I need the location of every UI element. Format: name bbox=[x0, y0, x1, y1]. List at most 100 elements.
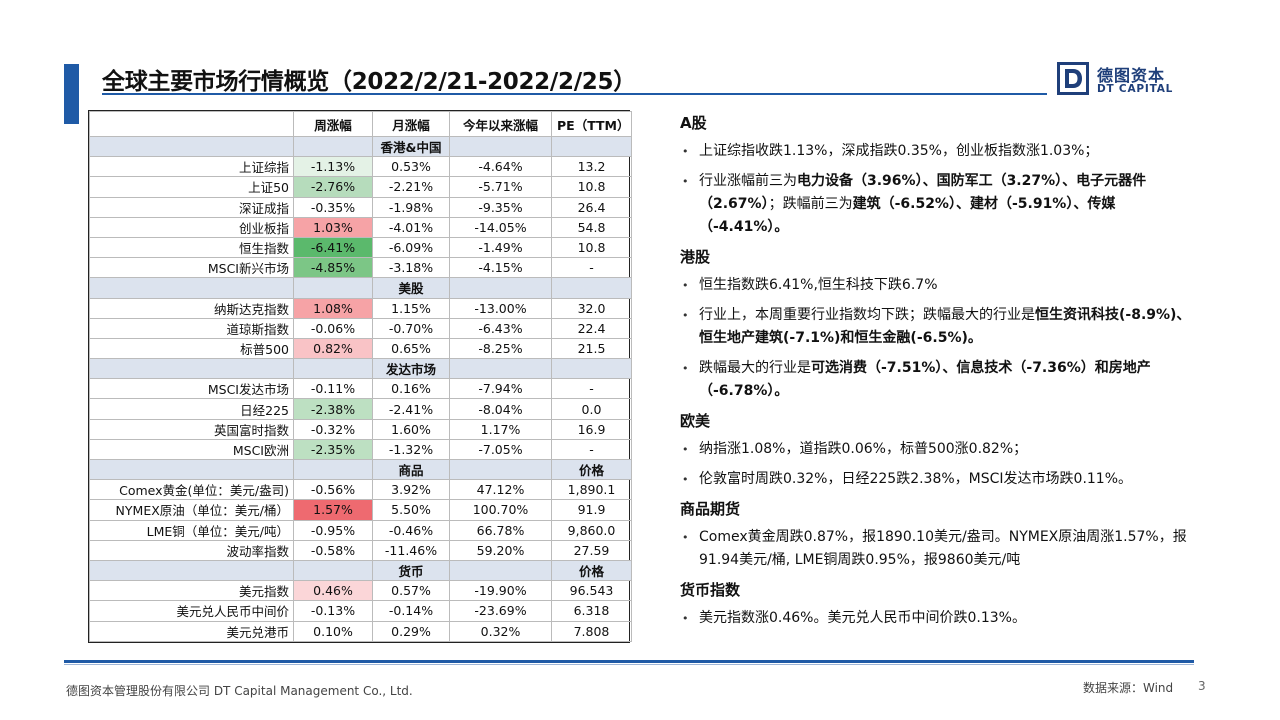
section-title: 货币 bbox=[372, 559, 450, 582]
row-pe-value: 54.8 bbox=[551, 216, 632, 238]
text-span: ；跌幅前三为 bbox=[768, 196, 853, 212]
section-heading-commodity: 商品期货 bbox=[680, 500, 741, 518]
table-section-row: 货币 价格 bbox=[89, 559, 632, 582]
section-blank-cell bbox=[293, 135, 373, 158]
section-blank-cell bbox=[293, 458, 373, 481]
row-week-change: -2.38% bbox=[293, 398, 373, 420]
row-week-change: 0.10% bbox=[293, 620, 373, 642]
table-header-row: 周涨幅 月涨幅 今年以来涨幅 PE（TTM） bbox=[89, 111, 632, 137]
row-week-change: -0.32% bbox=[293, 418, 373, 440]
commentary-panel: A股 上证综指收跌1.13%，深成指跌0.35%，创业板指数涨1.03%； 行业… bbox=[680, 112, 1200, 637]
header-blank bbox=[89, 111, 294, 137]
bold-text: 恒生资讯科技(-8.9%)、恒生地产建筑(-7.1%)和恒生金融(-6.5%)。 bbox=[699, 307, 1191, 346]
table-row: MSCI新兴市场 -4.85% -3.18% -4.15% - bbox=[89, 257, 632, 279]
row-week-change: -2.35% bbox=[293, 438, 373, 461]
table-row: LME铜（单位：美元/吨） -0.95% -0.46% 66.78% 9,860.0 bbox=[89, 519, 632, 541]
table-section-row: 发达市场 bbox=[89, 358, 632, 380]
hk-bullet-2: 行业上，本周重要行业指数均下跌；跌幅最大的行业是恒生资讯科技(-8.9%)、恒生… bbox=[680, 304, 1200, 350]
row-week-change: -0.35% bbox=[293, 196, 373, 218]
row-week-change: -0.06% bbox=[293, 317, 373, 339]
dt-logo-icon bbox=[1057, 62, 1089, 95]
table-section-row: 美股 bbox=[89, 277, 632, 299]
row-ytd-change: -9.35% bbox=[449, 196, 552, 218]
row-pe-value: - bbox=[551, 378, 632, 400]
row-week-change: 1.57% bbox=[293, 499, 373, 521]
section-extra bbox=[551, 277, 632, 299]
row-month-change: 0.16% bbox=[372, 378, 450, 400]
page-number: 3 bbox=[1198, 679, 1206, 693]
row-pe-value: 91.9 bbox=[551, 499, 632, 521]
row-name: 创业板指 bbox=[89, 216, 294, 238]
row-pe-value: 96.543 bbox=[551, 580, 632, 602]
section-title: 商品 bbox=[372, 458, 450, 481]
table-row: 道琼斯指数 -0.06% -0.70% -6.43% 22.4 bbox=[89, 317, 632, 339]
row-name: 恒生指数 bbox=[89, 236, 294, 259]
row-week-change: -0.56% bbox=[293, 479, 373, 501]
row-month-change: -4.01% bbox=[372, 216, 450, 238]
section-title: 美股 bbox=[372, 277, 450, 299]
text-span: 跌幅最大的行业是 bbox=[699, 360, 811, 376]
row-name: 美元兑人民币中间价 bbox=[89, 600, 294, 622]
row-name: Comex黄金(单位：美元/盎司) bbox=[89, 479, 294, 501]
section-blank-cell bbox=[293, 559, 373, 582]
row-pe-value: 22.4 bbox=[551, 317, 632, 339]
row-ytd-change: -7.94% bbox=[449, 378, 552, 400]
section-extra: 价格 bbox=[551, 559, 632, 582]
text-span: 行业涨幅前三为 bbox=[699, 173, 797, 189]
row-name: 日经225 bbox=[89, 398, 294, 420]
hk-bullets: 恒生指数跌6.41%,恒生科技下跌6.7% 行业上，本周重要行业指数均下跌；跌幅… bbox=[680, 274, 1200, 403]
table-row: NYMEX原油（单位：美元/桶） 1.57% 5.50% 100.70% 91.9 bbox=[89, 499, 632, 521]
section-blank-cell bbox=[449, 135, 552, 158]
table-section-row: 商品 价格 bbox=[89, 458, 632, 481]
row-pe-value: - bbox=[551, 438, 632, 461]
table-row: MSCI欧洲 -2.35% -1.32% -7.05% - bbox=[89, 438, 632, 461]
row-ytd-change: 47.12% bbox=[449, 479, 552, 501]
row-week-change: -0.11% bbox=[293, 378, 373, 400]
row-pe-value: 21.5 bbox=[551, 337, 632, 360]
row-name: MSCI发达市场 bbox=[89, 378, 294, 400]
row-ytd-change: -1.49% bbox=[449, 236, 552, 259]
row-name: NYMEX原油（单位：美元/桶） bbox=[89, 499, 294, 521]
hk-bullet-3: 跌幅最大的行业是可选消费（-7.51%）、信息技术（-7.36%）和房地产（-6… bbox=[680, 357, 1200, 403]
row-name: 标普500 bbox=[89, 337, 294, 360]
section-extra: 价格 bbox=[551, 458, 632, 481]
section-blank-cell bbox=[89, 559, 294, 582]
footer-company: 德图资本管理股份有限公司 DT Capital Management Co., … bbox=[66, 684, 413, 698]
row-month-change: 0.29% bbox=[372, 620, 450, 642]
row-week-change: -0.13% bbox=[293, 600, 373, 622]
row-pe-value: 26.4 bbox=[551, 196, 632, 218]
row-week-change: 1.03% bbox=[293, 216, 373, 238]
table-row: 纳斯达克指数 1.08% 1.15% -13.00% 32.0 bbox=[89, 297, 632, 319]
row-ytd-change: 59.20% bbox=[449, 539, 552, 561]
logo-cn-text: 德图资本 bbox=[1097, 66, 1166, 85]
row-month-change: 0.53% bbox=[372, 156, 450, 178]
row-name: 美元兑港币 bbox=[89, 620, 294, 642]
table-row: 创业板指 1.03% -4.01% -14.05% 54.8 bbox=[89, 216, 632, 238]
row-month-change: -6.09% bbox=[372, 236, 450, 259]
row-month-change: -0.70% bbox=[372, 317, 450, 339]
row-name: 美元指数 bbox=[89, 580, 294, 602]
us-eu-bullet-1: 纳指涨1.08%，道指跌0.06%，标普500涨0.82%； bbox=[680, 438, 1200, 461]
section-blank-cell bbox=[293, 277, 373, 299]
table-row: 英国富时指数 -0.32% 1.60% 1.17% 16.9 bbox=[89, 418, 632, 440]
row-month-change: -11.46% bbox=[372, 539, 450, 561]
row-name: MSCI欧洲 bbox=[89, 438, 294, 461]
market-table: 周涨幅 月涨幅 今年以来涨幅 PE（TTM） 香港&中国 上证综指 -1.13% 0.… bbox=[89, 111, 632, 642]
row-name: LME铜（单位：美元/吨） bbox=[89, 519, 294, 541]
row-ytd-change: 100.70% bbox=[449, 499, 552, 521]
table-row: 上证综指 -1.13% 0.53% -4.64% 13.2 bbox=[89, 156, 632, 178]
row-pe-value: 0.0 bbox=[551, 398, 632, 420]
row-pe-value: 9,860.0 bbox=[551, 519, 632, 541]
commodity-bullet-1: Comex黄金周跌0.87%，报1890.10美元/盎司。NYMEX原油周涨1.… bbox=[680, 526, 1200, 572]
row-week-change: -1.13% bbox=[293, 156, 373, 178]
row-name: 波动率指数 bbox=[89, 539, 294, 561]
row-ytd-change: -23.69% bbox=[449, 600, 552, 622]
section-title: 香港&中国 bbox=[372, 135, 450, 158]
row-pe-value: 32.0 bbox=[551, 297, 632, 319]
row-name: 上证50 bbox=[89, 176, 294, 198]
row-month-change: -1.32% bbox=[372, 438, 450, 461]
market-table-container: 周涨幅 月涨幅 今年以来涨幅 PE（TTM） 香港&中国 上证综指 -1.13% 0.… bbox=[88, 110, 632, 643]
table-row: 美元指数 0.46% 0.57% -19.90% 96.543 bbox=[89, 580, 632, 602]
footer-divider-thin bbox=[64, 664, 1194, 665]
commodity-bullets: Comex黄金周跌0.87%，报1890.10美元/盎司。NYMEX原油周涨1.… bbox=[680, 526, 1200, 572]
